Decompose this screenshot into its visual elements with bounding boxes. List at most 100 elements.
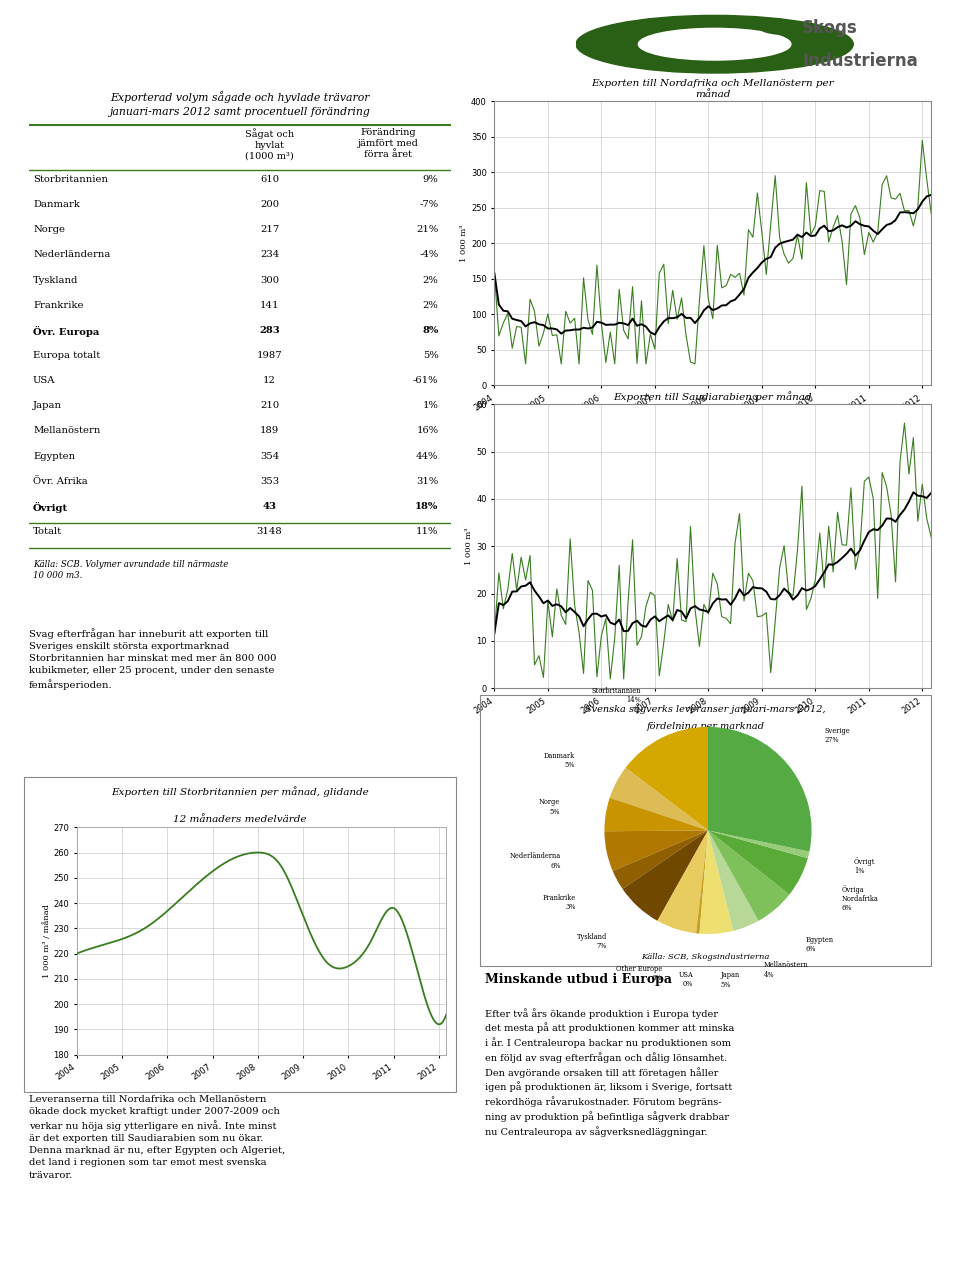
Text: Exporten till Storbritannien per månad, glidande: Exporten till Storbritannien per månad, … — [111, 786, 369, 797]
Text: Leveranserna till Nordafrika och Mellanöstern
ökade dock mycket kraftigt under 2: Leveranserna till Nordafrika och Mellanö… — [29, 1095, 285, 1180]
Text: Förändring
jämfört med
förra året: Förändring jämfört med förra året — [357, 128, 419, 159]
Text: Egypten
6%: Egypten 6% — [805, 936, 833, 954]
Text: Danmark
5%: Danmark 5% — [544, 751, 575, 769]
Text: 9%: 9% — [422, 174, 439, 184]
Text: Övrigt
1%: Övrigt 1% — [853, 856, 876, 875]
Wedge shape — [605, 831, 708, 871]
Text: Industrierna: Industrierna — [803, 52, 918, 69]
Text: Sågat och
hyvlat
(1000 m³): Sågat och hyvlat (1000 m³) — [245, 128, 294, 160]
Text: Sverige
27%: Sverige 27% — [825, 727, 851, 744]
Text: Other Europe
6%: Other Europe 6% — [615, 965, 661, 981]
Text: Mellanöstern
4%: Mellanöstern 4% — [763, 961, 808, 979]
Text: 3148: 3148 — [256, 527, 282, 536]
Text: 12: 12 — [263, 376, 276, 385]
Y-axis label: 1 000 m³ / månad: 1 000 m³ / månad — [42, 904, 51, 978]
Text: Övr. Afrika: Övr. Afrika — [33, 477, 87, 486]
Text: 354: 354 — [260, 452, 279, 461]
Text: USA: USA — [33, 376, 56, 385]
Wedge shape — [626, 726, 708, 831]
Text: 8%: 8% — [422, 326, 439, 335]
Text: www.skogsindustrierna.org: www.skogsindustrierna.org — [393, 1239, 567, 1252]
Title: Exporten till Nordafrika och Mellanöstern per
månad: Exporten till Nordafrika och Mellanöster… — [591, 80, 834, 99]
Text: S: S — [707, 32, 723, 52]
Text: Danmark: Danmark — [33, 200, 80, 210]
Circle shape — [576, 15, 853, 73]
Text: 300: 300 — [260, 275, 279, 284]
Text: 141: 141 — [260, 301, 279, 309]
Text: Skogs: Skogs — [803, 19, 858, 37]
Wedge shape — [708, 831, 807, 894]
Text: 353: 353 — [260, 477, 279, 486]
Text: Norge: Norge — [33, 225, 65, 234]
Text: Övriga
Nordafrika
6%: Övriga Nordafrika 6% — [842, 884, 878, 912]
Text: Japan
5%: Japan 5% — [720, 971, 739, 989]
Text: 18%: 18% — [415, 501, 439, 512]
Text: 200: 200 — [260, 200, 279, 210]
Wedge shape — [708, 831, 809, 858]
Circle shape — [638, 28, 791, 61]
Wedge shape — [708, 831, 789, 921]
Text: Frankrike
3%: Frankrike 3% — [543, 894, 576, 911]
Text: 283: 283 — [259, 326, 280, 335]
Wedge shape — [622, 831, 708, 921]
Text: 1%: 1% — [422, 402, 439, 410]
Text: 5%: 5% — [422, 351, 439, 360]
Text: USA
0%: USA 0% — [679, 971, 693, 989]
Text: Övrigt: Övrigt — [33, 501, 68, 513]
Text: 43: 43 — [263, 501, 276, 512]
Text: Övr. Europa: Övr. Europa — [33, 326, 100, 337]
Text: Svag efterfrågan har inneburit att exporten till
Sveriges enskilt största export: Svag efterfrågan har inneburit att expor… — [29, 628, 276, 690]
Text: Exporterad volym sågade och hyvlade trävaror: Exporterad volym sågade och hyvlade träv… — [110, 91, 370, 102]
Text: -7%: -7% — [420, 200, 439, 210]
Text: -4%: -4% — [420, 250, 439, 259]
Text: Frankrike: Frankrike — [33, 301, 84, 309]
Text: 189: 189 — [260, 427, 279, 436]
Y-axis label: 1 000 m³: 1 000 m³ — [460, 225, 468, 261]
Title: Exporten till Saudiarabien per månad: Exporten till Saudiarabien per månad — [613, 392, 812, 402]
Text: Storbritannien
14%: Storbritannien 14% — [591, 687, 641, 705]
Text: 21%: 21% — [417, 225, 439, 234]
Text: 2%: 2% — [422, 275, 439, 284]
Wedge shape — [708, 727, 811, 851]
Text: 1987: 1987 — [256, 351, 282, 360]
Text: 31%: 31% — [417, 477, 439, 486]
Text: Nederländerna
6%: Nederländerna 6% — [510, 853, 561, 870]
Wedge shape — [605, 798, 708, 831]
Wedge shape — [612, 831, 708, 889]
Text: Tyskland: Tyskland — [33, 275, 79, 284]
Text: 11%: 11% — [416, 527, 439, 536]
Y-axis label: 1 000 m³: 1 000 m³ — [466, 528, 473, 565]
Text: Norge
5%: Norge 5% — [539, 798, 560, 816]
Text: Mellanöstern: Mellanöstern — [33, 427, 101, 436]
Text: 44%: 44% — [416, 452, 439, 461]
Text: januari-mars 2012 samt procentuell förändring: januari-mars 2012 samt procentuell förän… — [109, 107, 371, 116]
Wedge shape — [658, 831, 708, 933]
Wedge shape — [610, 768, 708, 831]
Text: 4: 4 — [924, 1239, 931, 1252]
Text: Totalt: Totalt — [33, 527, 62, 536]
Text: Svenska sågverks leveranser januari-mars 2012,: Svenska sågverks leveranser januari-mars… — [586, 702, 826, 714]
Text: Källa: SCB. Volymer avrundade till närmaste
10 000 m3.: Källa: SCB. Volymer avrundade till närma… — [33, 561, 228, 580]
Text: Efter två års ökande produktion i Europa tyder
det mesta på att produktionen kom: Efter två års ökande produktion i Europa… — [485, 1008, 734, 1137]
Text: -61%: -61% — [413, 376, 439, 385]
Text: 217: 217 — [260, 225, 279, 234]
Text: Storbritannien: Storbritannien — [33, 174, 108, 184]
Text: Japan: Japan — [33, 402, 62, 410]
Text: 16%: 16% — [417, 427, 439, 436]
Text: Europa totalt: Europa totalt — [33, 351, 100, 360]
Text: Egypten: Egypten — [33, 452, 75, 461]
Text: 610: 610 — [260, 174, 279, 184]
Wedge shape — [708, 831, 758, 931]
Text: Minskande utbud i Europa: Minskande utbud i Europa — [485, 973, 672, 985]
Text: Tyskland
7%: Tyskland 7% — [576, 932, 607, 950]
Wedge shape — [696, 831, 708, 933]
Text: 12 månaders medelvärde: 12 månaders medelvärde — [173, 815, 307, 823]
Text: fördelning per marknad: fördelning per marknad — [647, 722, 764, 731]
Text: Källa: SCB, Skogsindustrierna: Källa: SCB, Skogsindustrierna — [641, 952, 770, 961]
Text: 210: 210 — [260, 402, 279, 410]
Wedge shape — [700, 831, 733, 933]
Text: Nederländerna: Nederländerna — [33, 250, 110, 259]
Text: 234: 234 — [260, 250, 279, 259]
Circle shape — [760, 21, 822, 34]
Text: 2%: 2% — [422, 301, 439, 309]
